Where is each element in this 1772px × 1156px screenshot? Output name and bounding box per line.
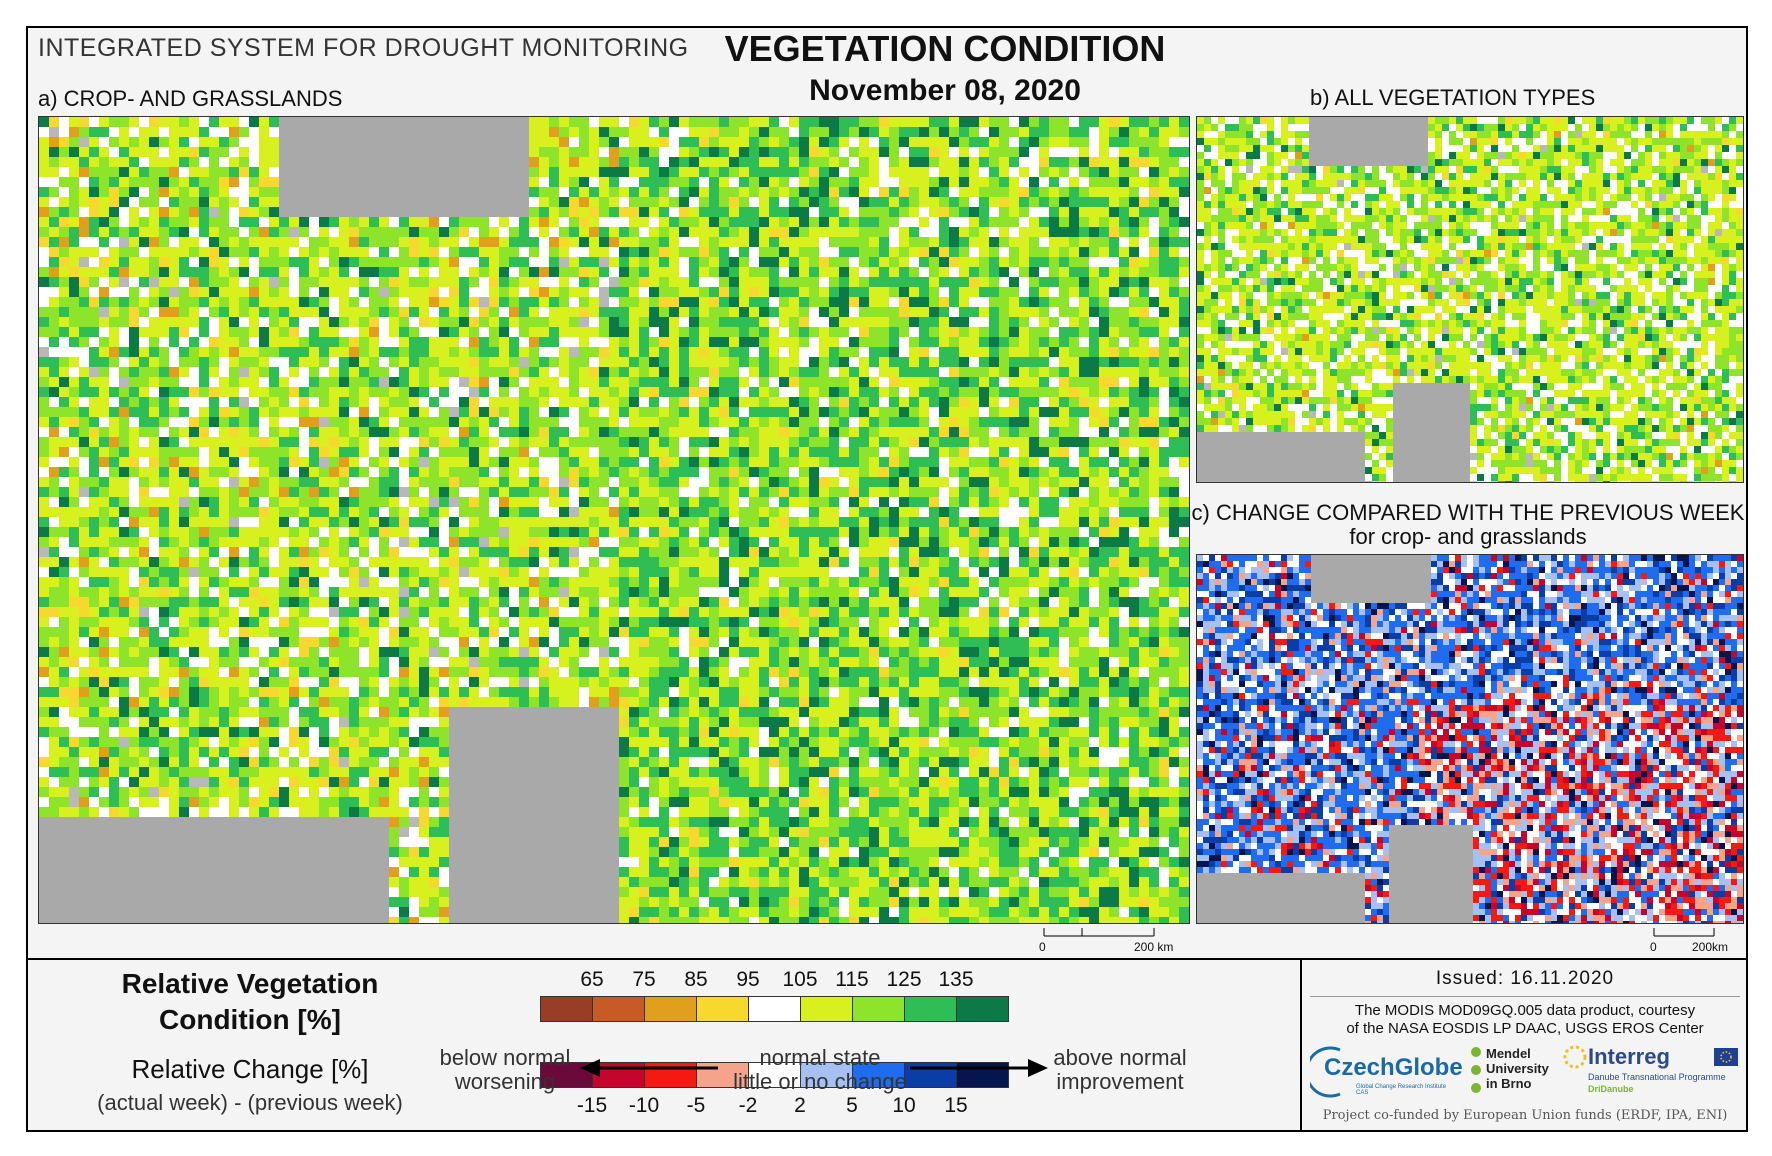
right-desc-line1: above normal xyxy=(1053,1045,1187,1070)
rc-tick: 10 xyxy=(892,1094,916,1117)
map-all-vegetation xyxy=(1196,116,1744,483)
rvc-tick: 115 xyxy=(835,968,869,991)
czechglobe-logo: CzechGlobe Global Change Research Instit… xyxy=(1310,1044,1463,1100)
rc-tick: 2 xyxy=(794,1094,806,1117)
rc-swatch xyxy=(592,1062,645,1088)
czechglobe-wordmark: CzechGlobe xyxy=(1324,1054,1463,1081)
scale-bar-c: 0 200km xyxy=(1648,926,1748,954)
scale-c-zero: 0 xyxy=(1650,940,1657,954)
rc-swatch xyxy=(956,1062,1009,1088)
main-title: VEGETATION CONDITION xyxy=(724,28,1166,69)
funding-note: Project co-funded by European Union fund… xyxy=(1322,1108,1728,1123)
mendel-logo: Mendel University in Brno xyxy=(1468,1044,1560,1100)
colorbars: 65 75 85 95 105 115 125 135 -15 -10 -5 -2 2 5 10 15 xyxy=(540,958,1100,1132)
scale-c-end: 200km xyxy=(1692,940,1729,954)
left-description: below normal worsening xyxy=(430,1046,580,1094)
credits-divider xyxy=(1300,958,1302,1132)
issue-date-title: November 08, 2020 xyxy=(809,74,1081,107)
rvc-tick: 65 xyxy=(580,968,604,991)
credits-rule xyxy=(1310,996,1740,997)
rc-title: Relative Change [%] xyxy=(131,1054,369,1084)
rvc-swatch xyxy=(592,996,645,1022)
map-weekly-change xyxy=(1196,554,1744,924)
eu-flag-icon xyxy=(1714,1048,1738,1066)
source-line2: of the NASA EOSDIS LP DAAC, USGS EROS Ce… xyxy=(1346,1020,1704,1037)
legend-area xyxy=(26,958,1748,1132)
rc-tick: 5 xyxy=(846,1094,858,1117)
rvc-tick: 135 xyxy=(938,968,974,991)
rc-tick: -5 xyxy=(686,1094,706,1117)
panel-a-label: a) CROP- AND GRASSLANDS xyxy=(38,86,343,111)
panel-b-label: b) ALL VEGETATION TYPES xyxy=(1310,85,1596,110)
source-line1: The MODIS MOD09GQ.005 data product, cour… xyxy=(1354,1002,1696,1019)
arrow-left-icon xyxy=(580,1059,718,1077)
rvc-title-line2: Condition [%] xyxy=(159,1004,341,1035)
map-c-canvas xyxy=(1197,555,1743,923)
map-b-canvas xyxy=(1197,117,1743,482)
center-desc-line1: normal state xyxy=(759,1045,881,1070)
interreg-subtitle: Danube Transnational Programme xyxy=(1588,1072,1726,1082)
dridanube-label: DriDanube xyxy=(1588,1084,1634,1094)
rvc-tick: 95 xyxy=(736,968,760,991)
rc-swatch xyxy=(852,1062,905,1088)
rvc-swatch xyxy=(696,996,749,1022)
rc-tick: 15 xyxy=(944,1094,968,1117)
mendel-line3: in Brno xyxy=(1486,1076,1532,1091)
mendel-line2: University xyxy=(1486,1061,1549,1076)
rvc-swatch xyxy=(956,996,1009,1022)
rvc-swatch xyxy=(800,996,853,1022)
panel-c-sublabel: for crop- and grasslands xyxy=(1349,524,1587,549)
rvc-title-line1: Relative Vegetation xyxy=(121,968,379,999)
rvc-swatch xyxy=(748,996,801,1022)
czechglobe-subtitle: Global Change Research Institute CAS xyxy=(1356,1084,1447,1096)
left-desc-line1: below normal xyxy=(439,1045,571,1070)
rc-swatch xyxy=(696,1062,749,1088)
rc-swatch xyxy=(904,1062,957,1088)
center-desc-line2: little or no change xyxy=(733,1069,907,1094)
map-crop-grasslands xyxy=(38,116,1190,924)
mendel-line1: Mendel xyxy=(1486,1046,1531,1061)
interreg-wordmark: Interreg xyxy=(1588,1044,1670,1069)
scale-a-zero: 0 xyxy=(1039,940,1046,954)
scale-bar-a: 0 200 km xyxy=(1034,926,1184,954)
rc-tick: -15 xyxy=(576,1094,608,1117)
rc-tick: -2 xyxy=(738,1094,758,1117)
rvc-swatch xyxy=(852,996,905,1022)
map-a-canvas xyxy=(39,117,1189,923)
center-description: normal state little or no change xyxy=(720,1046,920,1094)
rc-swatch xyxy=(748,1062,801,1088)
right-desc-line2: improvement xyxy=(1056,1069,1184,1094)
rvc-tick: 85 xyxy=(684,968,708,991)
system-title: INTEGRATED SYSTEM FOR DROUGHT MONITORING xyxy=(38,34,689,62)
rvc-tick: 125 xyxy=(886,968,922,991)
arrow-right-icon xyxy=(910,1059,1048,1077)
panel-c-label: c) CHANGE COMPARED WITH THE PREVIOUS WEE… xyxy=(1191,500,1745,525)
scale-a-end: 200 km xyxy=(1134,940,1174,954)
left-desc-line2: worsening xyxy=(454,1069,556,1094)
interreg-logo: Interreg Danube Transnational Programme … xyxy=(1562,1044,1744,1104)
rvc-swatch xyxy=(540,996,593,1022)
issued-date: Issued: 16.11.2020 xyxy=(1435,968,1615,989)
rvc-swatch xyxy=(904,996,957,1022)
rvc-swatch xyxy=(644,996,697,1022)
rc-tick: -10 xyxy=(628,1094,660,1117)
right-description: above normal improvement xyxy=(1040,1046,1200,1094)
rc-note: (actual week) - (previous week) xyxy=(97,1090,403,1115)
rvc-tick: 75 xyxy=(632,968,656,991)
rvc-tick: 105 xyxy=(782,968,818,991)
